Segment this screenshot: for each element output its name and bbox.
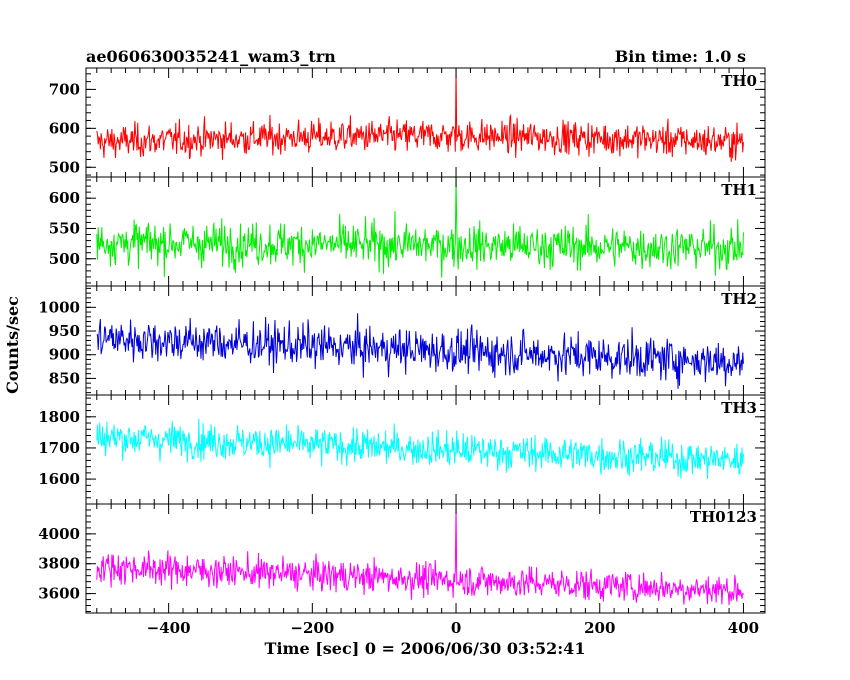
x-tick-label: 400 — [728, 619, 759, 637]
panel-th3: 1600 1700 1800 TH3 — [38, 394, 766, 505]
panels-group: 500 600 700 TH0 500 550 600 TH1 850 900 950 1000 TH2… — [38, 67, 766, 614]
x-tick-label: −400 — [147, 619, 191, 637]
y-tick-label: 900 — [49, 346, 80, 364]
chart-title: ae060630035241_wam3_trn — [86, 47, 336, 66]
panel-th0: 500 600 700 TH0 — [49, 67, 766, 178]
series-line-th3 — [96, 418, 744, 480]
y-tick-label: 700 — [49, 80, 80, 98]
y-tick-label: 1800 — [38, 408, 80, 426]
panel-label: TH1 — [721, 181, 757, 199]
panel-th0123: 3600 3800 4000 TH0123 — [38, 503, 766, 614]
series-line-th1 — [96, 177, 744, 278]
panel-label: TH0123 — [690, 508, 757, 526]
y-tick-label: 3600 — [38, 585, 80, 603]
x-axis: −400 −200 0 200 400 — [147, 619, 759, 637]
y-tick-label: 1700 — [38, 439, 80, 457]
y-tick-label: 3800 — [38, 555, 80, 573]
x-tick-label: −200 — [290, 619, 334, 637]
y-tick-label: 600 — [49, 119, 80, 137]
y-tick-label: 1600 — [38, 470, 80, 488]
series-line-th0123 — [96, 504, 744, 606]
x-axis-label: Time [sec] 0 = 2006/06/30 03:52:41 — [265, 639, 586, 658]
y-tick-label: 500 — [49, 250, 80, 268]
y-tick-label: 550 — [49, 219, 80, 237]
panel-th1: 500 550 600 TH1 — [49, 176, 766, 287]
x-tick-label: 200 — [584, 619, 615, 637]
series-line-th2 — [96, 313, 744, 389]
y-tick-label: 500 — [49, 158, 80, 176]
y-tick-label: 950 — [49, 322, 80, 340]
panel-th2: 850 900 950 1000 TH2 — [38, 285, 766, 396]
panel-frame — [85, 503, 766, 614]
y-tick-label: 600 — [49, 189, 80, 207]
y-tick-label: 850 — [49, 369, 80, 387]
series-line-th0 — [96, 68, 744, 162]
panel-label: TH2 — [721, 290, 757, 308]
chart-subtitle: Bin time: 1.0 s — [615, 47, 746, 66]
panel-label: TH3 — [721, 399, 757, 417]
panel-label: TH0 — [721, 72, 757, 90]
y-tick-label: 1000 — [38, 298, 80, 316]
y-axis-label: Counts/sec — [3, 296, 22, 394]
x-tick-label: 0 — [451, 619, 461, 637]
y-tick-label: 4000 — [38, 525, 80, 543]
panel-frame — [85, 67, 766, 178]
